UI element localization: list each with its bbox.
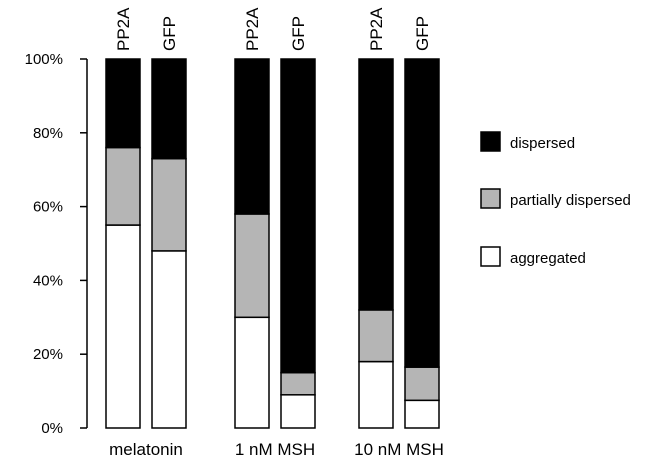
y-tick-label: 40% xyxy=(33,272,63,289)
bar-segment-aggregated xyxy=(404,399,440,429)
bar-label: PP2A xyxy=(114,7,133,51)
bar-segment-aggregated xyxy=(105,224,141,429)
legend-swatch-dispersed xyxy=(480,131,501,152)
bar-segment-partially-dispersed xyxy=(280,371,316,396)
bar-segment-dispersed xyxy=(234,58,270,215)
category-label: 1 nM MSH xyxy=(235,440,315,459)
bar-segment-aggregated xyxy=(151,250,187,429)
legend-label: dispersed xyxy=(510,135,575,152)
bar-segment-partially-dispersed xyxy=(234,213,270,319)
chart-legend: dispersed partially dispersed aggregated xyxy=(480,131,631,267)
chart-axes: 0% 20% 40% 60% 80% 100% xyxy=(25,51,88,437)
bar-label: GFP xyxy=(413,16,432,51)
bar-segment-aggregated xyxy=(358,360,394,429)
bar-segment-dispersed xyxy=(358,58,394,311)
bar-segment-dispersed xyxy=(404,58,440,368)
bar-segment-partially-dispersed xyxy=(358,309,394,363)
legend-swatch-partially-dispersed xyxy=(480,188,501,209)
bar-label: GFP xyxy=(160,16,179,51)
bar-segment-partially-dispersed xyxy=(151,157,187,252)
chart-bars: PP2A GFP melatonin PP2A GFP 1 nM MSH PP2A GFP 10… xyxy=(105,7,444,459)
bar-segment-dispersed xyxy=(280,58,316,374)
y-tick-label: 80% xyxy=(33,125,63,142)
y-tick-label: 0% xyxy=(41,420,63,437)
bar-label: GFP xyxy=(289,16,308,51)
bar-label: PP2A xyxy=(367,7,386,51)
y-tick-label: 20% xyxy=(33,346,63,363)
bar-segment-aggregated xyxy=(280,394,316,429)
bar-segment-dispersed xyxy=(105,58,141,149)
legend-swatch-aggregated xyxy=(480,246,501,267)
y-tick-label: 100% xyxy=(25,51,63,68)
y-tick-label: 60% xyxy=(33,199,63,216)
category-label: 10 nM MSH xyxy=(354,440,444,459)
legend-label: partially dispersed xyxy=(510,192,631,209)
bar-segment-partially-dispersed xyxy=(105,146,141,226)
category-label: melatonin xyxy=(109,440,183,459)
bar-segment-aggregated xyxy=(234,316,270,429)
legend-label: aggregated xyxy=(510,250,586,267)
bar-segment-dispersed xyxy=(151,58,187,160)
bar-segment-partially-dispersed xyxy=(404,366,440,402)
bar-label: PP2A xyxy=(243,7,262,51)
